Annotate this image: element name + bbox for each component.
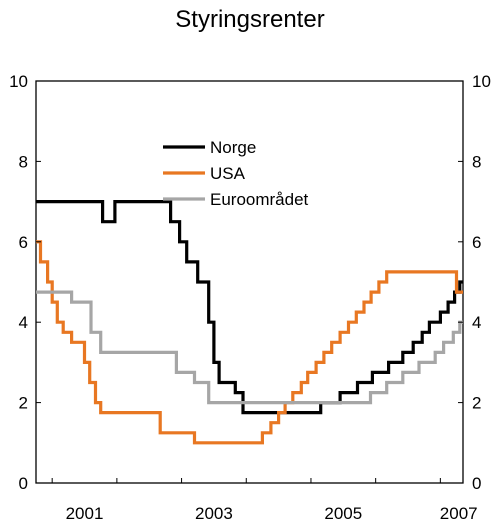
series-line-euroomr-det [36,290,463,405]
y-tick-label-left: 10 [9,72,28,91]
legend: Norge USA Euroområdet [163,138,309,209]
x-tick-label: 2005 [324,504,362,523]
x-tick-label: 2007 [440,504,478,523]
series-layer [36,200,463,445]
chart-title: Styringsrenter [175,6,324,33]
x-tick-label: 2001 [66,504,104,523]
legend-label: USA [210,164,246,183]
y-tick-label-right: 4 [472,313,481,332]
series-line-usa [36,240,463,445]
y-tick-label-right: 8 [472,152,481,171]
y-tick-label-left: 8 [19,152,28,171]
y-tick-label-left: 4 [19,313,28,332]
x-tick-label: 2003 [195,504,233,523]
legend-label: Norge [210,138,256,157]
y-tick-label-right: 2 [472,394,481,413]
y-tick-label-left: 2 [19,394,28,413]
y-tick-label-left: 0 [19,474,28,493]
y-tick-label-right: 0 [472,474,481,493]
axis-layer: 0 0 2 2 4 4 6 6 8 8 10 10 2001 2003 2005 2007 [9,72,491,523]
y-tick-label-right: 6 [472,233,481,252]
legend-label: Euroområdet [210,190,309,209]
y-tick-label-right: 10 [472,72,491,91]
y-tick-label-left: 6 [19,233,28,252]
